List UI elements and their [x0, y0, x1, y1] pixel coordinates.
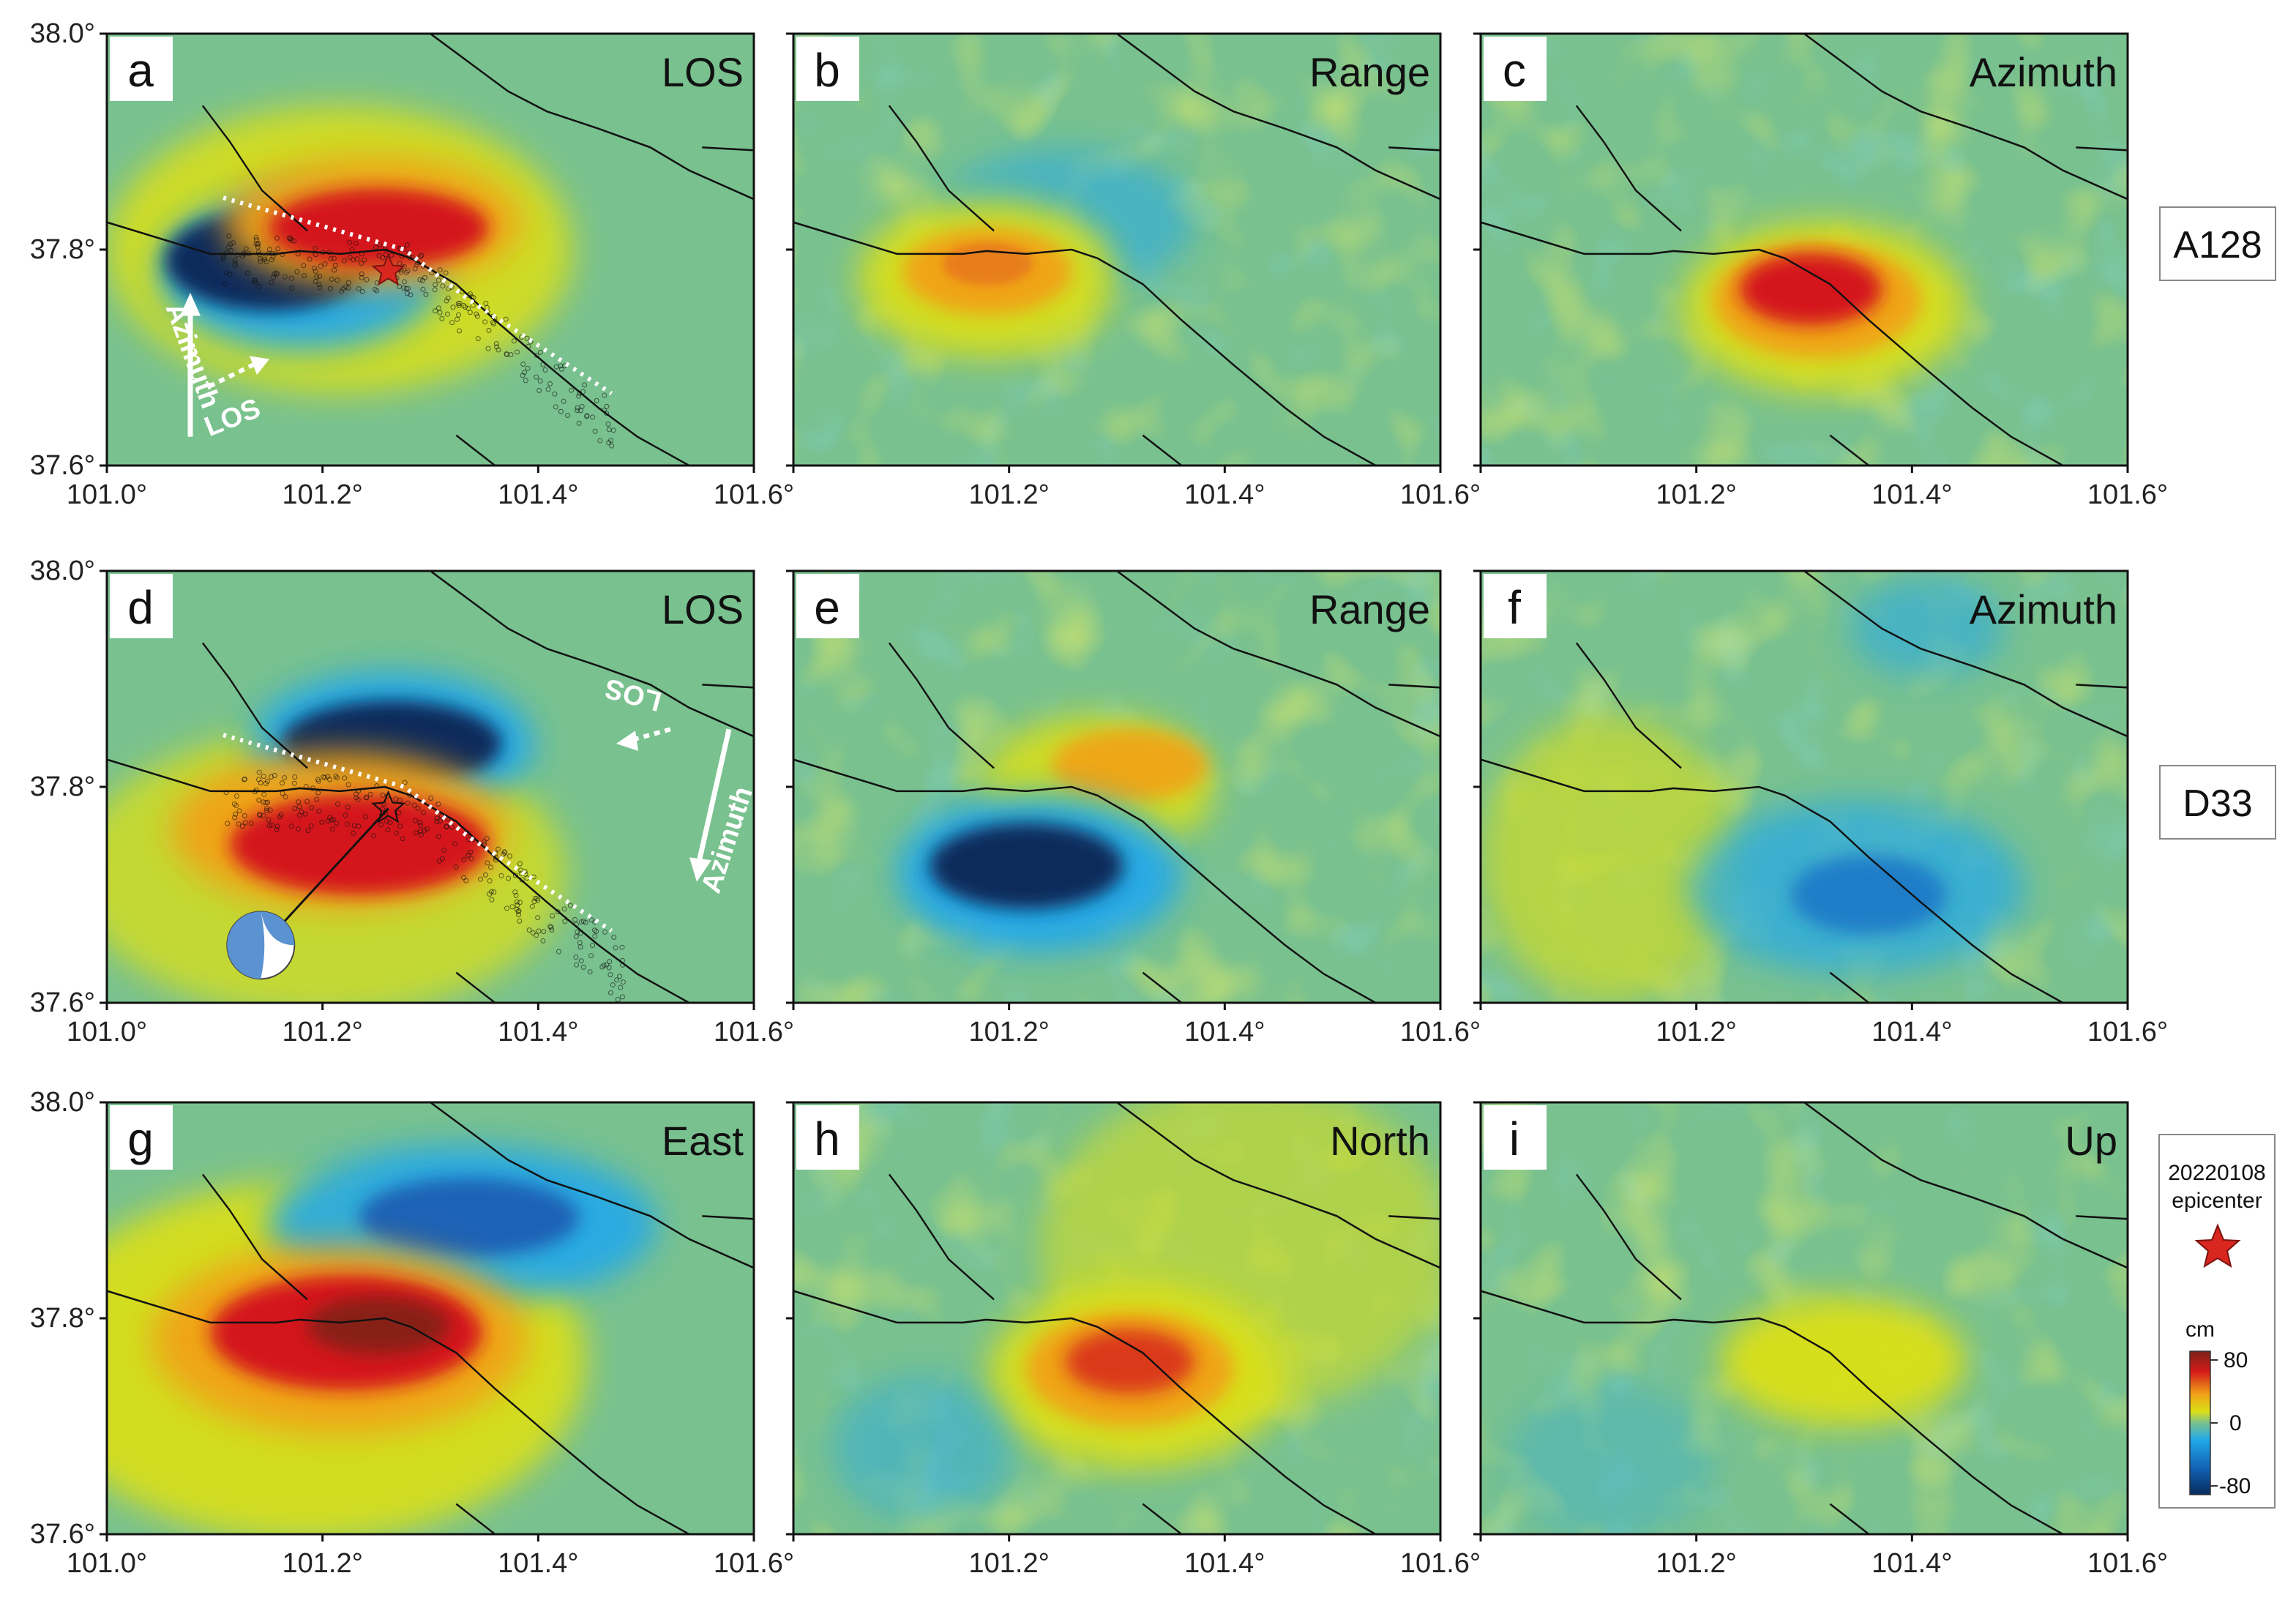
panel-letter: d — [127, 581, 154, 634]
colorbar-max: 80 — [2224, 1348, 2248, 1372]
panel-b: b Range 101.2° 101.4° 101.6° — [786, 32, 1481, 510]
x-tick-label: 101.6° — [714, 479, 794, 510]
panel-letter: c — [1503, 44, 1526, 97]
panel-f: f Azimuth 101.2° 101.4° 101.6° — [1473, 569, 2168, 1047]
panel-title: Range — [1309, 586, 1430, 632]
panel-letter: f — [1508, 581, 1521, 634]
panel-title: LOS — [662, 586, 744, 632]
y-tick-label: 38.0° — [30, 1087, 95, 1118]
panel-title: Azimuth — [1970, 49, 2117, 95]
x-tick-label: 101.0° — [67, 479, 147, 510]
colorbar — [2189, 1350, 2211, 1495]
panel-letter: a — [127, 44, 154, 97]
focal-mechanism-icon — [226, 807, 389, 980]
panel-g: g East 38.0° 37.8° 37.6°101.0° 101.2° 101.4° 10… — [30, 1087, 794, 1579]
panel-letter: h — [814, 1113, 840, 1165]
x-tick-label: 101.4° — [1871, 1548, 1952, 1579]
deformation-map-e — [793, 571, 1440, 1003]
legend-epicenter-label-1: 20220108 — [2168, 1161, 2265, 1185]
deformation-map-f — [1481, 571, 2128, 1003]
colorbar-mid: 0 — [2229, 1411, 2242, 1435]
x-tick-label: 101.0° — [67, 1017, 147, 1047]
panel-title: North — [1330, 1118, 1430, 1164]
y-tick-label: 37.8° — [30, 771, 95, 802]
panel-letter: b — [814, 44, 840, 97]
deformation-map-a — [107, 34, 754, 466]
y-tick-label: 38.0° — [30, 18, 95, 49]
x-tick-label: 101.6° — [2087, 1548, 2168, 1579]
x-tick-label: 101.2° — [1656, 479, 1737, 510]
panel-letter: g — [127, 1113, 154, 1165]
x-tick-label: 101.6° — [1400, 1017, 1481, 1047]
rupture-trace — [223, 195, 613, 396]
x-tick-label: 101.4° — [1184, 1548, 1265, 1579]
panel-h: h North 101.2° 101.4° 101.6° — [786, 1101, 1481, 1579]
panel-title: Range — [1309, 49, 1430, 95]
track-label-a128-text: A128 — [2173, 224, 2262, 266]
legend: 20220108 epicenter cm 80 0 -80 — [2158, 1134, 2276, 1509]
epicenter-star-icon — [371, 253, 405, 286]
legend-epicenter-label-2: epicenter — [2172, 1189, 2262, 1213]
aftershocks — [223, 769, 626, 1003]
deformation-map-b — [793, 34, 1440, 466]
x-tick-label: 101.4° — [1871, 1017, 1952, 1047]
track-label-d33-text: D33 — [2183, 782, 2252, 825]
x-tick-label: 101.6° — [1400, 479, 1481, 510]
panel-title: East — [662, 1118, 744, 1164]
y-tick-label: 38.0° — [30, 556, 95, 586]
panel-title: LOS — [662, 49, 744, 95]
panel-d: d LOS 38.0° 37.8° 37.6°101.0° 101.2° 101.4° 101… — [30, 556, 794, 1047]
x-tick-label: 101.4° — [498, 1548, 578, 1579]
y-tick-label: 37.8° — [30, 234, 95, 265]
deformation-map-i — [1481, 1102, 2128, 1534]
x-tick-label: 101.6° — [2087, 1017, 2168, 1047]
panel-letter: e — [814, 581, 840, 634]
deformation-map-c — [1481, 34, 2128, 466]
x-tick-label: 101.2° — [1656, 1548, 1737, 1579]
aftershocks — [220, 233, 616, 449]
epicenter-star-icon — [371, 790, 405, 823]
x-tick-label: 101.6° — [2087, 479, 2168, 510]
x-tick-label: 101.2° — [969, 1017, 1050, 1047]
y-tick-label: 37.6° — [30, 987, 95, 1018]
x-tick-label: 101.4° — [1871, 479, 1952, 510]
colorbar-min: -80 — [2219, 1474, 2251, 1498]
x-tick-label: 101.2° — [283, 479, 363, 510]
y-tick-label: 37.8° — [30, 1303, 95, 1334]
x-tick-label: 101.6° — [714, 1017, 794, 1047]
x-tick-label: 101.0° — [67, 1548, 147, 1579]
panel-a: a LOS 38.0° 37.8° 37.6°101.0° 101.2° 101.4° 101… — [30, 18, 794, 510]
track-label-d33: D33 — [2159, 765, 2276, 840]
deformation-map-h — [793, 1102, 1440, 1534]
x-tick-label: 101.2° — [969, 1548, 1050, 1579]
epicenter-star-icon — [2194, 1223, 2241, 1268]
deformation-map-d — [107, 571, 754, 1003]
track-label-a128: A128 — [2159, 206, 2276, 281]
panel-e: e Range 101.2° 101.4° 101.6° — [786, 569, 1481, 1047]
x-tick-label: 101.4° — [498, 479, 578, 510]
x-tick-label: 101.2° — [1656, 1017, 1737, 1047]
y-tick-label: 37.6° — [30, 1519, 95, 1550]
y-tick-label: 37.6° — [30, 450, 95, 481]
x-tick-label: 101.4° — [498, 1017, 578, 1047]
panel-i: i Up 101.2° 101.4° 101.6° — [1473, 1101, 2168, 1579]
x-tick-label: 101.2° — [283, 1548, 363, 1579]
panel-c: c Azimuth 101.2° 101.4° 101.6° — [1473, 32, 2168, 510]
x-tick-label: 101.2° — [283, 1017, 363, 1047]
azimuth-arrow-icon — [697, 728, 732, 860]
deformation-map-g — [107, 1102, 754, 1534]
x-tick-label: 101.4° — [1184, 1017, 1265, 1047]
x-tick-label: 101.6° — [1400, 1548, 1481, 1579]
panel-title: Up — [2065, 1118, 2117, 1164]
panel-title: Azimuth — [1970, 586, 2117, 632]
rupture-trace — [223, 733, 613, 933]
x-tick-label: 101.2° — [969, 479, 1050, 510]
x-tick-label: 101.6° — [714, 1548, 794, 1579]
los-arrow-icon — [208, 362, 255, 389]
x-tick-label: 101.4° — [1184, 479, 1265, 510]
panel-letter: i — [1509, 1113, 1519, 1165]
colorbar-unit: cm — [2185, 1318, 2215, 1342]
